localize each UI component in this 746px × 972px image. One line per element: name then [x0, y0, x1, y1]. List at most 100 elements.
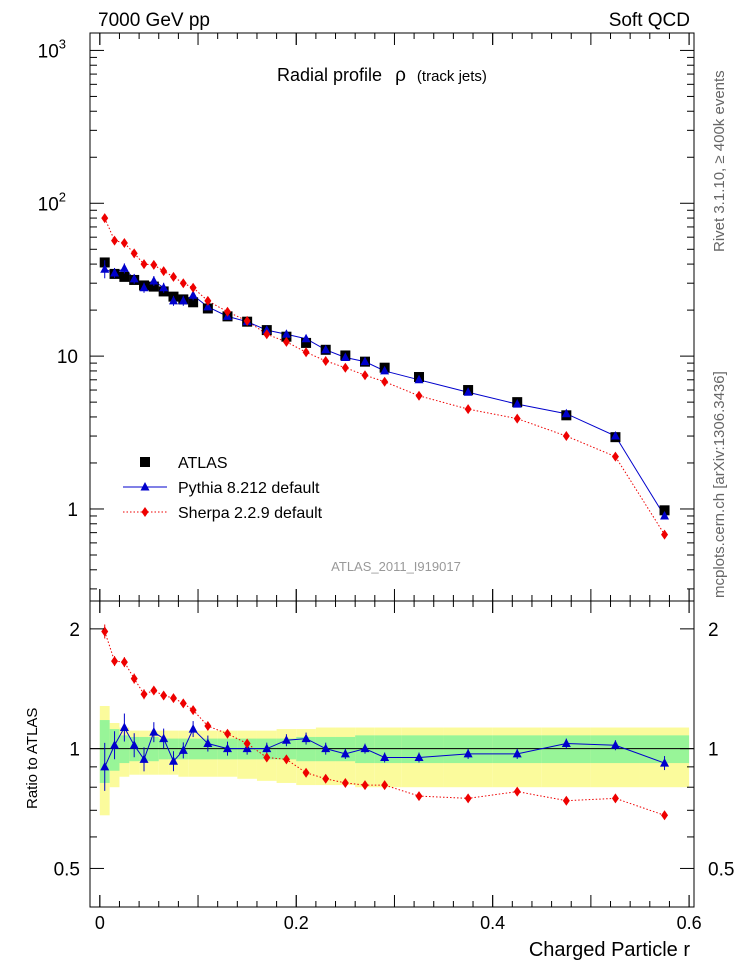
pythia-ratio-line	[104, 726, 665, 768]
sherpa-point	[361, 370, 369, 381]
pythia-ratio-point	[188, 724, 198, 733]
pythia-ratio-point	[414, 752, 424, 762]
sherpa-ratio-point	[130, 673, 138, 684]
sherpa-point	[179, 278, 187, 289]
pythia-ratio-point	[119, 722, 129, 732]
legend-label: Sherpa 2.2.9 default	[178, 505, 323, 522]
x-tick-label: 0.2	[284, 913, 309, 933]
sherpa-point	[611, 451, 619, 462]
pythia-ratio-point	[561, 738, 571, 748]
pythia-point	[561, 408, 571, 418]
pythia-point	[414, 374, 424, 384]
sherpa-ratio-point	[111, 656, 119, 667]
atlas-point	[119, 271, 130, 282]
pythia-point	[360, 356, 370, 366]
sherpa-point	[150, 259, 158, 270]
watermark: ATLAS_2011_I919017	[331, 559, 461, 574]
pythia-point	[119, 263, 129, 272]
atlas-point	[188, 297, 199, 308]
ratio-band-inner	[401, 735, 444, 764]
sherpa-ratio-point	[464, 793, 472, 804]
sherpa-ratio-point	[282, 754, 290, 765]
sherpa-point	[223, 306, 231, 317]
pythia-ratio-point	[203, 738, 213, 748]
sherpa-point	[130, 248, 138, 259]
legend-label: Pythia 8.212 default	[178, 480, 320, 497]
sherpa-point	[513, 413, 521, 424]
sherpa-ratio-point	[169, 693, 177, 704]
ratio-band-inner	[119, 735, 130, 764]
x-axis-label: Charged Particle r	[529, 939, 691, 961]
pythia-point	[203, 301, 213, 311]
atlas-point	[659, 505, 670, 516]
pythia-ratio-point	[610, 740, 620, 749]
sherpa-point	[160, 266, 168, 277]
legend-label: ATLAS	[178, 455, 228, 472]
ratio-plot-frame	[89, 600, 695, 908]
sherpa-ratio-point	[381, 780, 389, 791]
pythia-point	[660, 510, 670, 520]
sherpa-point	[661, 529, 669, 540]
sherpa-point	[120, 237, 128, 248]
y-tick-label: 103	[38, 36, 66, 62]
pythia-ratio-point	[340, 748, 350, 758]
pythia-point	[129, 273, 139, 283]
pythia-point	[149, 276, 159, 285]
sherpa-point	[263, 329, 271, 340]
pythia-point	[512, 399, 522, 408]
sherpa-point	[204, 295, 212, 306]
y-tick-label: 102	[38, 189, 66, 215]
sherpa-point	[169, 271, 177, 282]
ratio-y-tick-label-right: 0.5	[708, 859, 734, 880]
side-label-bottom: mcplots.cern.ch [arXiv:1306.3436]	[711, 371, 728, 598]
ratio-y-axis-label: Ratio to ATLAS	[24, 708, 41, 809]
pythia-point	[463, 387, 473, 396]
sherpa-point	[101, 213, 109, 224]
pythia-ratio-point	[262, 743, 272, 753]
pythia-point	[159, 282, 169, 292]
pythia-point	[380, 365, 390, 375]
process-label: Soft QCD	[609, 10, 690, 31]
pythia-ratio-point	[168, 756, 178, 765]
pythia-point	[301, 333, 311, 343]
plot-title-suffix: (track jets)	[417, 68, 487, 85]
sherpa-point	[282, 336, 290, 347]
pythia-ratio-point	[222, 743, 232, 753]
sherpa-line	[104, 217, 665, 535]
sherpa-ratio-point	[140, 689, 148, 700]
sherpa-ratio-point	[120, 657, 128, 668]
pythia-point	[139, 282, 149, 292]
pythia-point	[321, 344, 331, 354]
legend-atlas-marker	[140, 457, 150, 467]
sherpa-point	[243, 315, 251, 326]
sherpa-ratio-point	[415, 791, 423, 802]
pythia-point	[281, 329, 291, 338]
pythia-ratio-point	[159, 733, 169, 743]
ratio-y-tick-label-right: 1	[708, 740, 719, 761]
sherpa-ratio-point	[513, 786, 521, 797]
pythia-ratio-point	[129, 740, 139, 749]
atlas-point	[301, 337, 312, 348]
sherpa-ratio-point	[562, 795, 570, 806]
ratio-y-tick-label: 2	[69, 620, 80, 641]
sherpa-ratio-point	[160, 690, 168, 701]
sherpa-point	[464, 404, 472, 415]
pythia-point	[168, 295, 178, 305]
sherpa-ratio-point	[223, 728, 231, 739]
sherpa-point	[111, 235, 119, 246]
sherpa-point	[341, 362, 349, 373]
plot-title: Radial profile ρ (track jets)	[277, 65, 487, 86]
plot-title-main: Radial profile	[277, 65, 382, 85]
sherpa-ratio-point	[243, 738, 251, 749]
sherpa-ratio-point	[302, 767, 310, 778]
sherpa-ratio-point	[101, 626, 109, 637]
sherpa-ratio-point	[661, 810, 669, 821]
sherpa-point	[322, 355, 330, 366]
x-tick-label: 0	[95, 913, 105, 933]
pythia-ratio-point	[380, 752, 390, 762]
pythia-ratio-point	[149, 727, 159, 736]
y-tick-label: 1	[67, 500, 78, 521]
ratio-band-inner	[374, 735, 402, 764]
sherpa-ratio-point	[189, 705, 197, 716]
sherpa-ratio-point	[179, 698, 187, 709]
